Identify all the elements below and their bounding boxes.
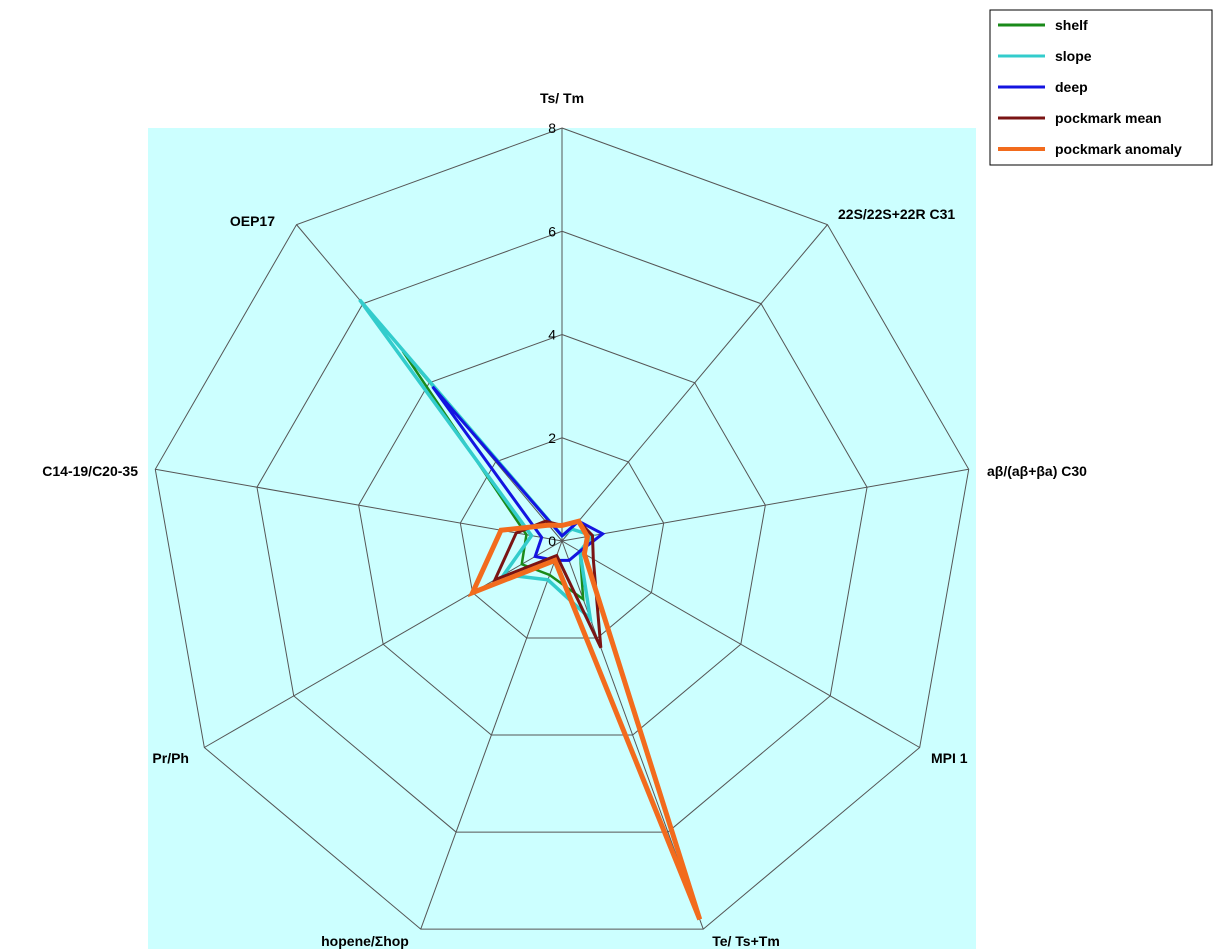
axis-label: aβ/(aβ+βa) C30 — [987, 463, 1087, 479]
radial-tick-label: 4 — [548, 327, 556, 343]
radial-tick-label: 8 — [548, 120, 556, 136]
axis-label: OEP17 — [230, 213, 275, 229]
series-pockmark-anomaly — [467, 518, 703, 921]
axis-spoke — [561, 224, 828, 542]
series-deep — [431, 385, 606, 562]
radial-tick-label: 0 — [548, 533, 556, 549]
grid-ring — [459, 437, 665, 639]
axis-spoke — [155, 468, 563, 542]
axis-label: Te/ Ts+Tm — [712, 933, 780, 949]
grid-ring — [256, 230, 868, 833]
axis-label: Ts/ Tm — [540, 90, 584, 106]
axis-label: 22S/22S+22R C31 — [838, 206, 955, 222]
legend-label: slope — [1055, 48, 1092, 64]
axis-spoke — [420, 540, 563, 930]
grid-ring — [154, 127, 970, 930]
axis-spoke — [561, 540, 920, 748]
radial-tick-labels: 0 2 4 6 8 — [548, 120, 556, 549]
radial-tick-label: 2 — [548, 430, 556, 446]
legend-label: pockmark mean — [1055, 110, 1162, 126]
axis-label: MPI 1 — [931, 750, 968, 766]
legend-label: shelf — [1055, 17, 1088, 33]
legend: shelf slope deep pockmark mean pockmark anom… — [989, 9, 1213, 166]
axis-label: hopene/Σhop — [321, 933, 409, 949]
grid-ring — [358, 333, 766, 736]
axis-labels: Ts/ Tm 22S/22S+22R C31 aβ/(aβ+βa) C30 MPI 1… — [42, 90, 1087, 949]
axis-spoke — [561, 468, 969, 542]
axis-label: C14-19/C20-35 — [42, 463, 138, 479]
radar-grid — [154, 127, 970, 930]
legend-label: pockmark anomaly — [1055, 141, 1182, 157]
radial-tick-label: 6 — [548, 223, 556, 239]
legend-label: deep — [1055, 79, 1088, 95]
series-layer — [358, 298, 703, 921]
axis-label: Pr/Ph — [152, 750, 189, 766]
